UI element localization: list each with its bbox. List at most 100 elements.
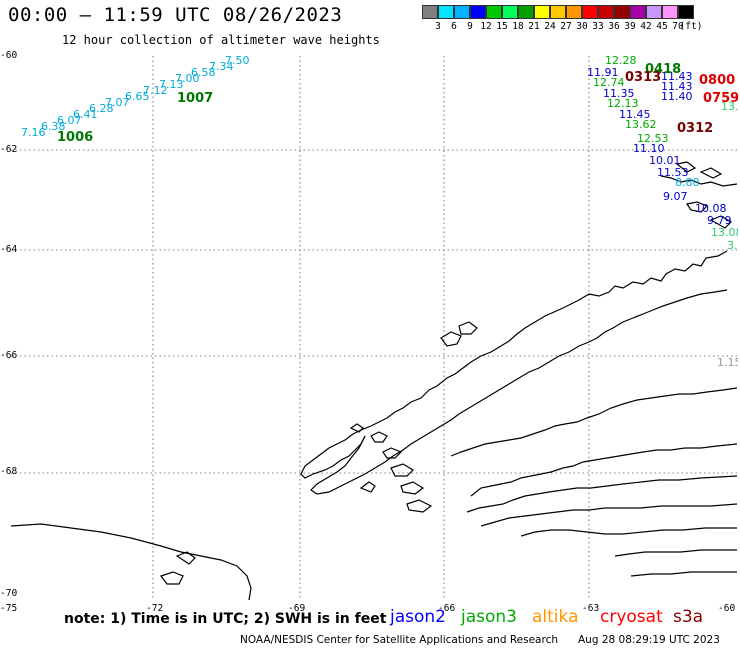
- generation-timestamp: Aug 28 08:29:19 UTC 2023: [578, 634, 720, 646]
- wave-height-value: 7.07: [105, 96, 130, 109]
- latitude-label: -68: [0, 466, 18, 477]
- scale-tick-label: 15: [496, 21, 508, 32]
- wave-height-value: 1.15: [717, 356, 738, 369]
- wave-height-value: 3.: [727, 239, 738, 252]
- scale-tick-label: 39: [624, 21, 636, 32]
- wave-height-value: 11.91: [587, 66, 619, 79]
- wave-height-value: 12.53: [637, 132, 669, 145]
- longitude-label: -72: [146, 603, 164, 614]
- wave-height-value: 7.13: [159, 78, 184, 91]
- map-subtitle: 12 hour collection of altimeter wave hei…: [62, 33, 380, 47]
- scale-tick-label: 42: [640, 21, 652, 32]
- longitude-label: -75: [0, 603, 18, 614]
- color-scale-labels: 3 6 9 12 15 18 21 24 27 30 33 36 39 42 45 70 (ft): [422, 21, 740, 35]
- scale-tick-label: 70: [672, 21, 684, 32]
- scale-swatch: [502, 5, 518, 19]
- wave-height-value: 6.38: [41, 120, 66, 133]
- wave-height-value: 12.74: [593, 76, 625, 89]
- wave-height-observations: 7.166.386.076.416.287.076.657.127.137.00…: [21, 56, 738, 369]
- scale-tick-label: 27: [560, 21, 572, 32]
- mission-legend-altika: altika: [532, 607, 579, 627]
- track-time-label: 1006: [57, 130, 93, 145]
- scale-swatch: [470, 5, 486, 19]
- wave-height-value: 11.43: [661, 70, 693, 83]
- mission-legend-jason3: jason3: [461, 607, 517, 627]
- track-time-label: 0313: [625, 70, 661, 85]
- scale-tick-label: 33: [592, 21, 604, 32]
- latitude-label: -66: [0, 350, 18, 361]
- wave-height-value: 7.50: [225, 56, 250, 67]
- wave-height-value: 10.08: [695, 202, 727, 215]
- latitude-label: -64: [0, 244, 18, 255]
- scale-unit-label: (ft): [679, 21, 703, 32]
- wave-height-value: 11.45: [619, 108, 651, 121]
- scale-tick-label: 9: [467, 21, 473, 32]
- scale-swatch: [550, 5, 566, 19]
- scale-swatch: [630, 5, 646, 19]
- longitude-label: -63: [582, 603, 600, 614]
- scale-tick-label: 12: [480, 21, 492, 32]
- scale-swatch: [566, 5, 582, 19]
- wave-height-value: 8.80: [675, 176, 700, 189]
- scale-swatch: [438, 5, 454, 19]
- track-time-label: 0312: [677, 121, 713, 136]
- graticule: [11, 56, 738, 600]
- wave-height-value: 11.10: [633, 142, 665, 155]
- mission-legend-s3a: s3a: [673, 607, 704, 627]
- wave-height-value: 9.79: [707, 214, 732, 227]
- wave-height-value: 6.65: [125, 90, 150, 103]
- latitude-label: -70: [0, 588, 18, 599]
- wave-height-value: 7.16: [21, 126, 46, 139]
- longitude-label: -66: [438, 603, 456, 614]
- wave-height-value: 6.28: [89, 102, 114, 115]
- track-time-label: 1007: [177, 91, 213, 106]
- footer-note: note: 1) Time is in UTC; 2) SWH is in fe…: [64, 611, 387, 627]
- scale-swatch: [598, 5, 614, 19]
- scale-tick-label: 18: [512, 21, 524, 32]
- wave-height-value: 13.: [721, 100, 738, 113]
- scale-tick-label: 36: [608, 21, 620, 32]
- latitude-label: -60: [0, 50, 18, 61]
- map-title: 00:00 – 11:59 UTC 08/26/2023: [8, 4, 343, 26]
- scale-tick-label: 30: [576, 21, 588, 32]
- wave-height-value: 6.58: [191, 66, 216, 79]
- scale-swatch: [614, 5, 630, 19]
- wave-height-value: 13.62: [625, 118, 657, 131]
- scale-swatch: [662, 5, 678, 19]
- scale-swatch: [518, 5, 534, 19]
- wave-height-value: 6.41: [73, 108, 98, 121]
- scale-swatch: [678, 5, 694, 19]
- wave-height-value: 7.34: [209, 60, 234, 73]
- wave-height-value: 7.12: [143, 84, 168, 97]
- wave-height-value: 9.07: [663, 190, 688, 203]
- scale-swatch: [454, 5, 470, 19]
- wave-height-value: 10.01: [649, 154, 681, 167]
- wave-height-value: 11.40: [661, 90, 693, 103]
- wave-height-value: 7.00: [175, 72, 200, 85]
- scale-tick-label: 24: [544, 21, 556, 32]
- track-time-label: 0800: [699, 73, 735, 88]
- longitude-label: -69: [288, 603, 306, 614]
- wave-height-value: 11.35: [603, 87, 635, 100]
- scale-tick-label: 3: [435, 21, 441, 32]
- mission-legend-jason2: jason2: [390, 607, 446, 627]
- scale-swatch: [534, 5, 550, 19]
- scale-swatch: [582, 5, 598, 19]
- credit-text: NOAA/NESDIS Center for Satellite Applica…: [240, 634, 558, 646]
- wave-height-value: 12.13: [607, 97, 639, 110]
- scale-swatch: [486, 5, 502, 19]
- color-scale-bar: [422, 5, 694, 19]
- wave-height-value: 12.28: [605, 56, 637, 67]
- longitude-label: -60: [718, 603, 736, 614]
- scale-tick-label: 6: [451, 21, 457, 32]
- wave-height-value: 13.08: [711, 226, 738, 239]
- coastline: [11, 161, 738, 600]
- latitude-label: -62: [0, 144, 18, 155]
- track-time-label: 0759: [703, 91, 738, 106]
- altimeter-map: 7.166.386.076.416.287.076.657.127.137.00…: [11, 56, 738, 600]
- scale-tick-label: 21: [528, 21, 540, 32]
- wave-height-value: 6.07: [57, 114, 82, 127]
- track-time-label: 0418: [645, 62, 681, 77]
